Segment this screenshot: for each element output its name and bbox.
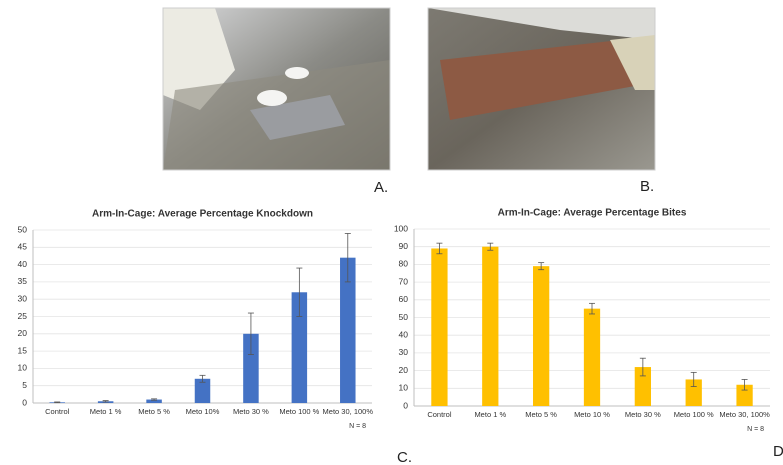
y-tick-label: 5 <box>22 380 27 390</box>
bar <box>291 292 308 403</box>
y-tick-label: 10 <box>399 383 409 393</box>
y-tick-label: 60 <box>399 294 409 304</box>
x-tick-label: Meto 30, 100% <box>323 407 374 416</box>
y-tick-label: 10 <box>18 363 28 373</box>
y-tick-label: 30 <box>18 293 28 303</box>
y-tick-label: 20 <box>18 328 28 338</box>
y-tick-label: 80 <box>399 259 409 269</box>
y-tick-label: 45 <box>18 242 28 252</box>
y-tick-label: 100 <box>394 223 408 233</box>
y-tick-label: 70 <box>399 276 409 286</box>
photo-a <box>162 7 391 171</box>
x-tick-label: Meto 30 % <box>233 407 269 416</box>
x-tick-label: Meto 10 % <box>574 410 610 419</box>
x-tick-label: Meto 5 % <box>525 410 557 419</box>
bar <box>340 257 356 403</box>
y-tick-label: 50 <box>18 224 28 234</box>
x-tick-label: Meto 100 % <box>674 410 714 419</box>
y-tick-label: 15 <box>18 345 28 355</box>
bar <box>634 367 651 406</box>
y-tick-label: 50 <box>399 312 409 322</box>
y-tick-label: 0 <box>403 400 408 410</box>
bar <box>482 246 499 406</box>
bar <box>583 308 601 406</box>
y-tick-label: 20 <box>399 365 409 375</box>
x-tick-label: Meto 1 % <box>90 407 122 416</box>
bar <box>736 384 753 406</box>
panel-label: A. <box>374 179 388 196</box>
bar <box>146 399 162 403</box>
photo-b <box>427 7 656 171</box>
x-tick-label: Meto 10% <box>186 407 220 416</box>
bar <box>243 333 259 403</box>
y-tick-label: 25 <box>18 311 28 321</box>
panel-label: C. <box>397 449 412 465</box>
chart-title: Arm-In-Cage: Average Percentage Bites <box>498 208 687 219</box>
x-tick-label: Meto 100 % <box>279 407 319 416</box>
x-tick-label: Meto 30, 100% <box>719 410 770 419</box>
x-tick-label: Control <box>427 410 452 419</box>
y-tick-label: 0 <box>22 397 27 407</box>
y-tick-label: 90 <box>399 241 409 251</box>
bar <box>431 248 448 406</box>
bar <box>685 379 702 406</box>
bar <box>533 266 550 406</box>
y-tick-label: 40 <box>18 259 28 269</box>
x-tick-label: Meto 1 % <box>474 410 506 419</box>
note: N = 8 <box>349 423 366 430</box>
note: N = 8 <box>747 426 764 433</box>
x-tick-label: Control <box>45 407 70 416</box>
chart-title: Arm-In-Cage: Average Percentage Knockdow… <box>92 209 313 220</box>
y-tick-label: 40 <box>399 329 409 339</box>
x-tick-label: Meto 5 % <box>138 407 170 416</box>
bar <box>194 378 211 403</box>
y-tick-label: 30 <box>399 347 409 357</box>
panel-label: D <box>773 443 783 460</box>
x-tick-label: Meto 30 % <box>625 410 661 419</box>
y-tick-label: 35 <box>18 276 28 286</box>
panel-label: B. <box>640 178 654 195</box>
